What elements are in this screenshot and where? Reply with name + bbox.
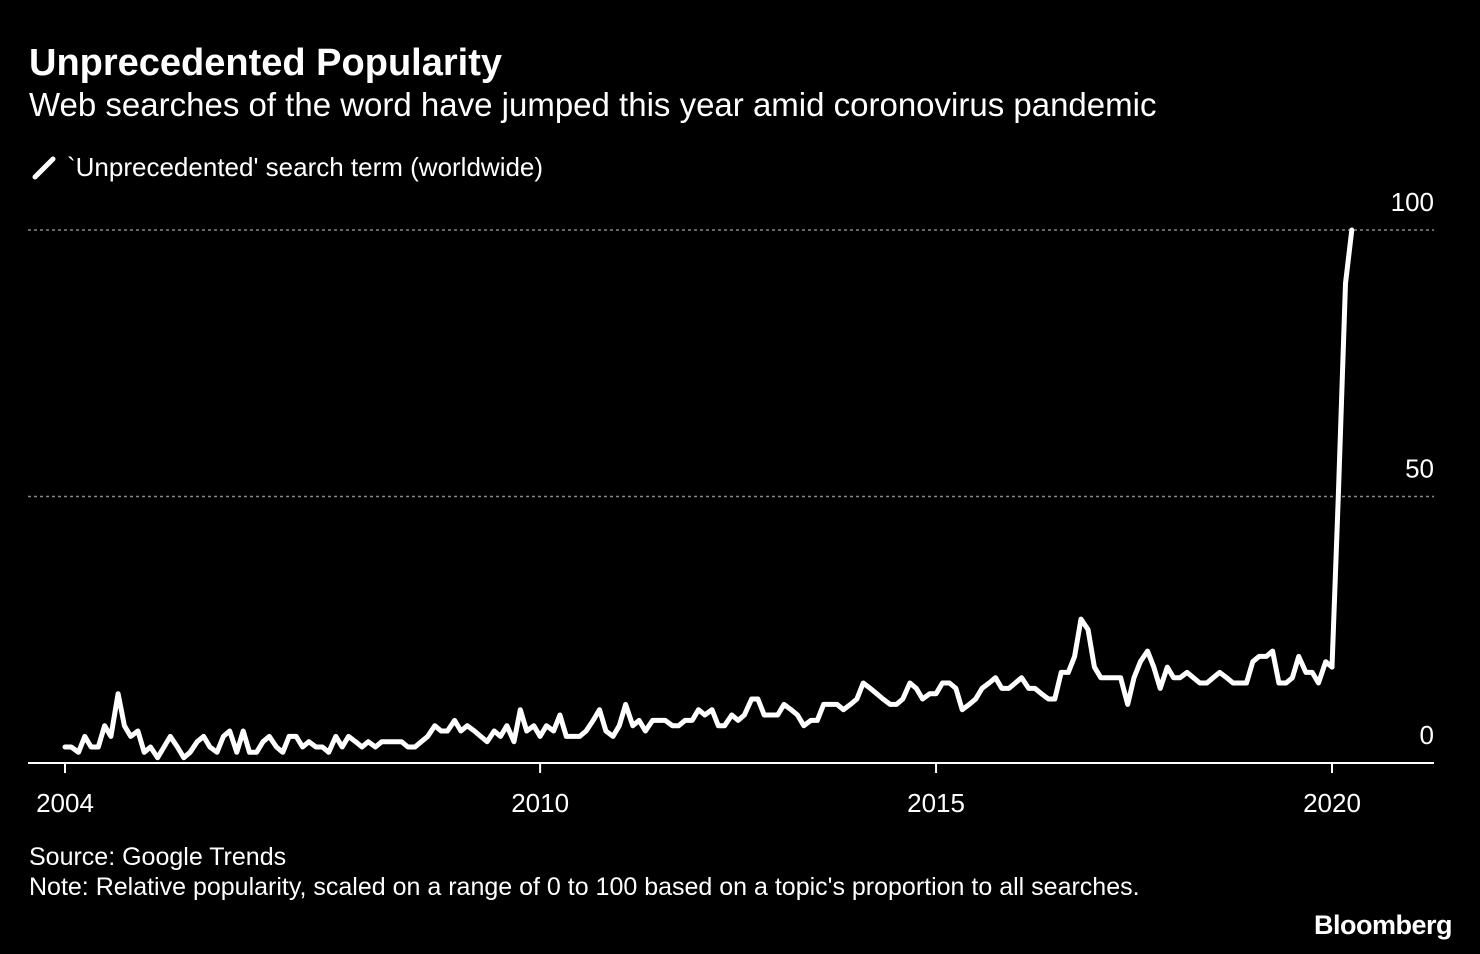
legend: `Unprecedented' search term (worldwide) [29,150,543,184]
y-axis-tick-labels: 0 50 100 [1391,187,1434,750]
x-axis-ticks: 2004 2010 2015 2020 [36,763,1361,818]
x-tick-label-2020: 2020 [1303,788,1361,818]
bloomberg-logo: Bloomberg [1313,910,1453,940]
x-tick-label-2015: 2015 [907,788,965,818]
chart-subtitle: Web searches of the word have jumped thi… [29,86,1157,123]
chart-title: Unprecedented Popularity [29,42,502,84]
series-line-0 [62,227,1355,761]
note-text: Note: Relative popularity, scaled on a r… [29,873,1140,901]
source-notes: Source: Google Trends Note: Relative pop… [29,842,1209,902]
y-tick-label-0: 0 [1420,720,1434,750]
y-tick-label-50: 50 [1405,454,1434,484]
y-tick-label-100: 100 [1391,187,1434,217]
series-lines [62,227,1355,761]
source-text: Source: Google Trends [29,843,287,871]
x-tick-label-2004: 2004 [36,788,94,818]
grid-lines [28,229,1434,498]
legend-line-icon [32,156,56,180]
x-tick-label-2010: 2010 [511,788,569,818]
legend-label: `Unprecedented' search term (worldwide) [67,151,544,182]
